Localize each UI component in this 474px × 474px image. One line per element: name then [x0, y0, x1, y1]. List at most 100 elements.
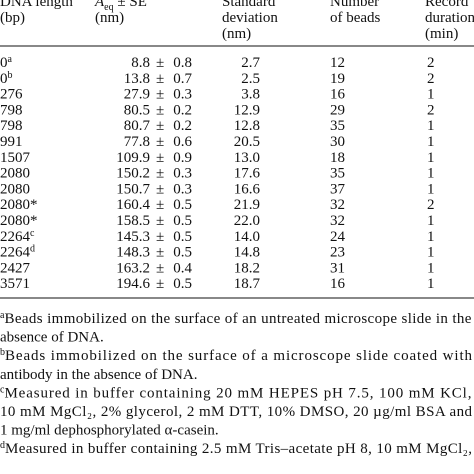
footnote-line: bBeads immobilized on the surface of a m…: [0, 347, 473, 364]
se-value: 0.8: [173, 55, 192, 71]
dna-length-value: 3571: [0, 276, 30, 292]
bead-count: 37: [330, 181, 346, 197]
dna-length-value: 2080: [0, 181, 30, 197]
aeq-value: 80.5: [124, 102, 150, 118]
bead-count: 16: [330, 276, 346, 292]
header-cell: (bp): [0, 10, 25, 26]
dna-length-value: 798: [0, 102, 23, 118]
aeq-value: 13.8: [124, 71, 150, 87]
bead-count: 23: [330, 245, 345, 261]
footnote-mark: d: [0, 440, 5, 451]
footnote-line: 10 mM MgCl₂, 2% glycerol, 2 mM DTT, 10% …: [0, 404, 473, 420]
se-value: 0.3: [173, 181, 192, 197]
bead-count: 30: [330, 134, 345, 150]
dna-length-value: 1507: [0, 150, 31, 166]
bead-count: 35: [330, 118, 345, 134]
se-value: 0.5: [173, 197, 192, 213]
sd-value: 16.6: [234, 181, 261, 197]
dna-length: 0b: [0, 70, 13, 87]
duration: 2: [427, 55, 435, 71]
duration: 2: [427, 102, 435, 118]
duration: 2: [427, 71, 435, 87]
dna-length-value: 798: [0, 118, 23, 134]
duration: 1: [427, 166, 435, 182]
dna-length-value: 2264: [0, 245, 31, 261]
header-cell: Standard: [222, 0, 276, 10]
duration: 1: [427, 87, 435, 103]
se-value: 0.2: [173, 102, 192, 118]
dna-length: 2427: [0, 260, 31, 276]
duration: 1: [427, 134, 435, 150]
sd-value: 17.6: [234, 166, 261, 182]
dna-length-value: 991: [0, 134, 23, 150]
sd-value: 12.9: [234, 102, 260, 118]
plus-minus: ±: [156, 87, 164, 103]
dna-length: 2264c: [0, 228, 35, 245]
se-value: 0.4: [173, 260, 192, 276]
sd-value: 13.0: [234, 150, 260, 166]
plus-minus: ±: [156, 55, 164, 71]
duration: 1: [427, 245, 435, 261]
aeq-value: 163.2: [116, 260, 150, 276]
footnote-text: 10 mM MgCl₂, 2% glycerol, 2 mM DTT, 10% …: [0, 404, 473, 420]
bead-count: 35: [330, 166, 345, 182]
dna-length: 2264d: [0, 244, 35, 261]
header-cell: deviation: [222, 10, 278, 26]
se-value: 0.3: [173, 87, 192, 103]
sd-value: 3.8: [241, 87, 260, 103]
duration: 1: [427, 213, 435, 229]
dna-length-value: 2080: [0, 166, 30, 182]
aeq-value: 109.9: [116, 150, 150, 166]
dna-length: 2080*: [0, 197, 38, 213]
dna-length-value: 2264: [0, 229, 31, 245]
se-value: 0.5: [173, 276, 192, 292]
header-cell: Number: [330, 0, 379, 10]
aeq-value: 27.9: [124, 87, 150, 103]
footnote-text: antibody in the absence of DNA.: [0, 367, 197, 383]
aeq-value: 77.8: [124, 134, 150, 150]
dna-length: 798: [0, 102, 23, 118]
se-value: 0.2: [173, 118, 192, 134]
sd-value: 22.0: [234, 213, 260, 229]
footnote-mark: c: [30, 228, 35, 239]
header-cell: Aeq ± SE: [94, 0, 147, 13]
sd-value: 14.8: [234, 245, 260, 261]
bead-count: 16: [330, 87, 346, 103]
footnote-line: 1 mg/ml dephosphorylated α-casein.: [0, 423, 219, 439]
bead-count: 19: [330, 71, 345, 87]
header-cell: Record: [425, 0, 469, 10]
se-value: 0.5: [173, 213, 192, 229]
dna-length-value: 2427: [0, 260, 31, 276]
bead-count: 32: [330, 197, 345, 213]
footnote-text: 1 mg/ml dephosphorylated α-casein.: [0, 423, 219, 439]
footnote-mark: b: [0, 347, 5, 358]
footnote-text: Measured in buffer containing 20 mM HEPE…: [4, 385, 471, 401]
footnote-line: antibody in the absence of DNA.: [0, 367, 197, 383]
aeq-value: 158.5: [116, 213, 150, 229]
plus-minus: ±: [156, 245, 164, 261]
footnote-line: aBeads immobilized on the surface of an …: [0, 310, 472, 327]
duration: 1: [427, 229, 435, 245]
se-value: 0.3: [173, 166, 192, 182]
bead-count: 18: [330, 150, 345, 166]
se-value: 0.6: [173, 134, 192, 150]
plus-minus: ±: [156, 276, 164, 292]
plus-minus: ±: [156, 260, 164, 276]
plus-minus: ±: [156, 71, 164, 87]
plus-minus: ±: [156, 134, 164, 150]
duration: 1: [427, 150, 435, 166]
dna-length-value: 0: [0, 55, 8, 71]
header-text: ± SE: [114, 0, 147, 10]
plus-minus: ±: [156, 197, 164, 213]
sd-value: 14.0: [234, 229, 260, 245]
duration: 1: [427, 260, 435, 276]
dna-length: 3571: [0, 276, 30, 292]
header-cell: DNA length: [0, 0, 73, 10]
bead-count: 12: [330, 55, 345, 71]
header-cell: (nm): [222, 26, 251, 42]
header-cell: (min): [425, 26, 458, 42]
dna-length-value: 2080*: [0, 197, 38, 213]
footnote-text: absence of DNA.: [0, 330, 104, 346]
se-value: 0.9: [173, 150, 192, 166]
footnote-mark: b: [8, 70, 13, 81]
